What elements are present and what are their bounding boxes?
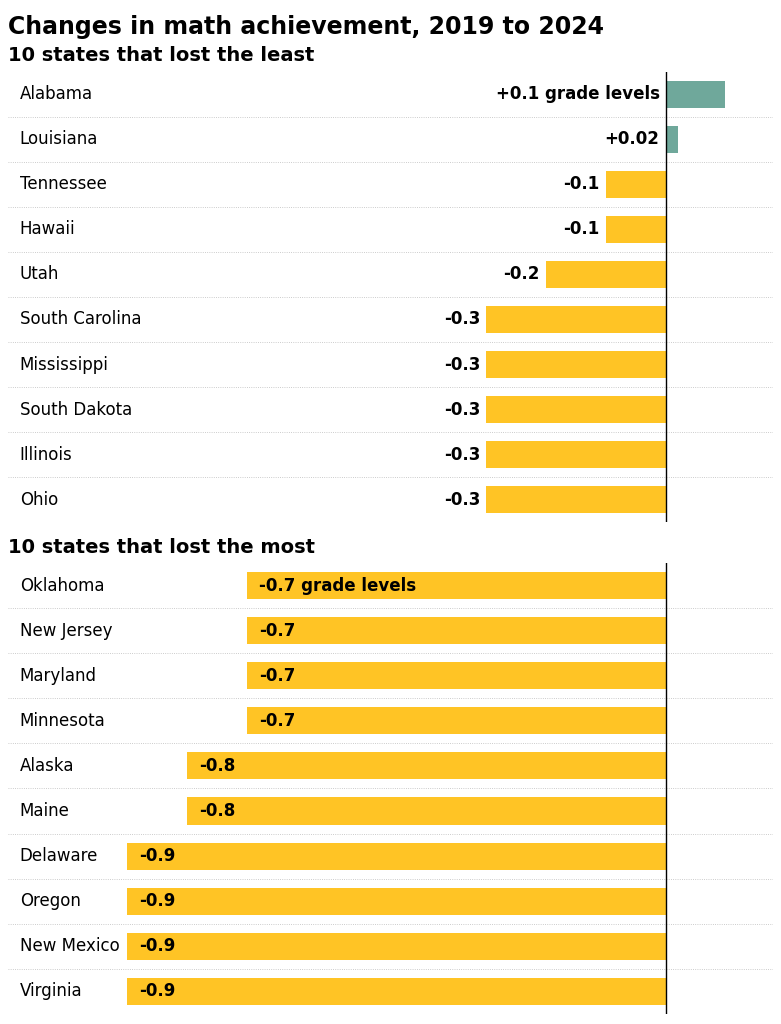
Bar [487,486,665,513]
Text: -0.1: -0.1 [564,175,600,194]
Text: Maryland: Maryland [20,667,97,685]
Bar [487,441,665,468]
Text: -0.3: -0.3 [444,400,480,419]
Bar [247,617,665,644]
Bar [606,171,665,198]
Text: Changes in math achievement, 2019 to 2024: Changes in math achievement, 2019 to 202… [8,15,604,39]
Text: -0.3: -0.3 [444,445,480,464]
Text: -0.2: -0.2 [504,265,540,284]
Text: -0.9: -0.9 [139,847,176,865]
Text: Maine: Maine [20,802,70,820]
Text: Illinois: Illinois [20,445,73,464]
Bar [187,798,665,824]
Bar [187,753,665,779]
Text: South Carolina: South Carolina [20,310,141,329]
Text: Hawaii: Hawaii [20,220,76,239]
Bar [487,351,665,378]
Text: -0.3: -0.3 [444,355,480,374]
Text: +0.02: +0.02 [604,130,660,148]
Text: -0.8: -0.8 [199,802,235,820]
Text: -0.7 grade levels: -0.7 grade levels [259,577,416,595]
Bar [247,708,665,734]
Bar [247,663,665,689]
Text: -0.7: -0.7 [259,622,295,640]
Text: New Jersey: New Jersey [20,622,112,640]
Text: -0.3: -0.3 [444,490,480,509]
Text: -0.9: -0.9 [139,937,176,955]
Text: New Mexico: New Mexico [20,937,119,955]
Text: Minnesota: Minnesota [20,712,105,730]
Text: Ohio: Ohio [20,490,58,509]
Text: -0.7: -0.7 [259,712,295,730]
Bar [606,216,665,243]
Bar [665,81,726,108]
Text: -0.9: -0.9 [139,892,176,910]
Text: Louisiana: Louisiana [20,130,98,148]
Bar [247,572,665,599]
Bar [127,843,665,869]
Text: Oklahoma: Oklahoma [20,577,105,595]
Text: -0.8: -0.8 [199,757,235,775]
Text: Delaware: Delaware [20,847,98,865]
Bar [546,261,665,288]
Bar [127,888,665,914]
Text: -0.3: -0.3 [444,310,480,329]
Text: -0.9: -0.9 [139,982,176,1000]
Bar [127,933,665,959]
Text: South Dakota: South Dakota [20,400,132,419]
Text: Mississippi: Mississippi [20,355,109,374]
Text: +0.1 grade levels: +0.1 grade levels [496,85,660,103]
Text: Utah: Utah [20,265,59,284]
Text: -0.1: -0.1 [564,220,600,239]
Text: Alabama: Alabama [20,85,93,103]
Text: Alaska: Alaska [20,757,74,775]
Text: Tennessee: Tennessee [20,175,107,194]
Text: 10 states that lost the most: 10 states that lost the most [8,538,315,557]
Bar [487,306,665,333]
Text: Virginia: Virginia [20,982,82,1000]
Bar [127,978,665,1005]
Text: 10 states that lost the least: 10 states that lost the least [8,46,314,66]
Text: -0.7: -0.7 [259,667,295,685]
Bar [487,396,665,423]
Bar [665,126,678,153]
Text: Oregon: Oregon [20,892,80,910]
